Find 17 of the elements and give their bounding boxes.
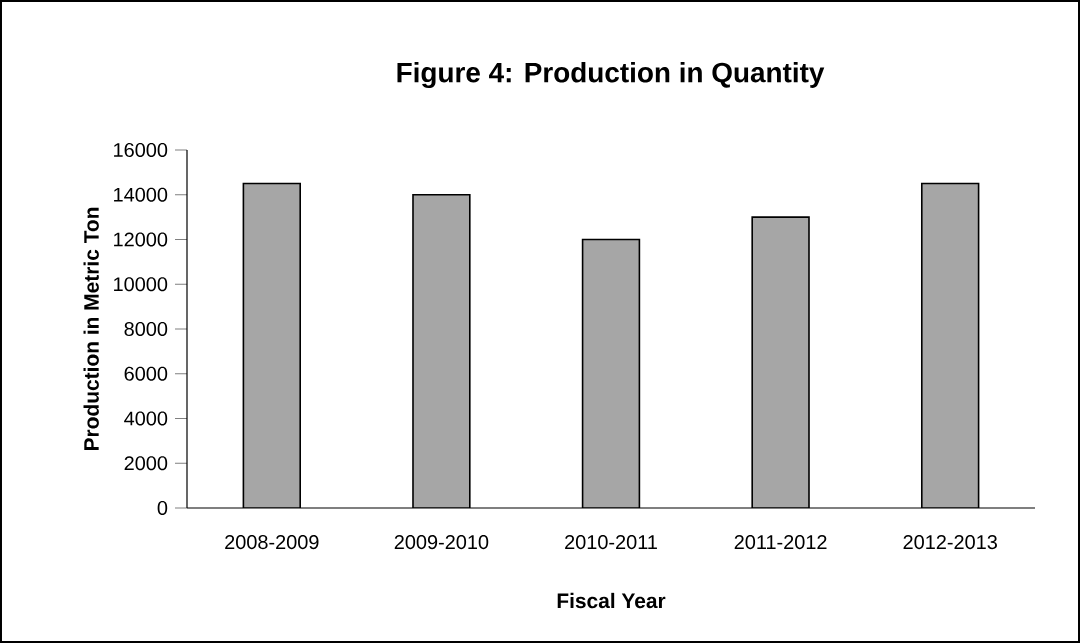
x-tick-label: 2010-2011 <box>565 535 657 550</box>
y-tick-label: 2000 <box>124 456 168 471</box>
x-tick-label: 2008-2009 <box>225 535 319 550</box>
x-axis-title: Fiscal Year <box>557 592 666 609</box>
x-tick-label: 2009-2010 <box>394 535 489 550</box>
y-tick-label: 6000 <box>124 366 168 381</box>
y-axis-title: Production in Metric Ton <box>83 207 99 451</box>
y-tick-label: 12000 <box>114 232 168 247</box>
chart-title: Figure 4: Production in Quantity <box>397 61 825 89</box>
y-tick-label: 0 <box>157 500 168 516</box>
x-tick-label: 2011-2012 <box>734 535 827 550</box>
x-tick-label: 2012-2013 <box>903 535 997 550</box>
y-tick-label: 10000 <box>114 277 168 292</box>
y-tick-label: 14000 <box>114 187 168 202</box>
y-tick-label: 8000 <box>124 321 168 337</box>
y-tick-label: 4000 <box>124 411 168 426</box>
y-tick-label: 16000 <box>114 142 168 158</box>
